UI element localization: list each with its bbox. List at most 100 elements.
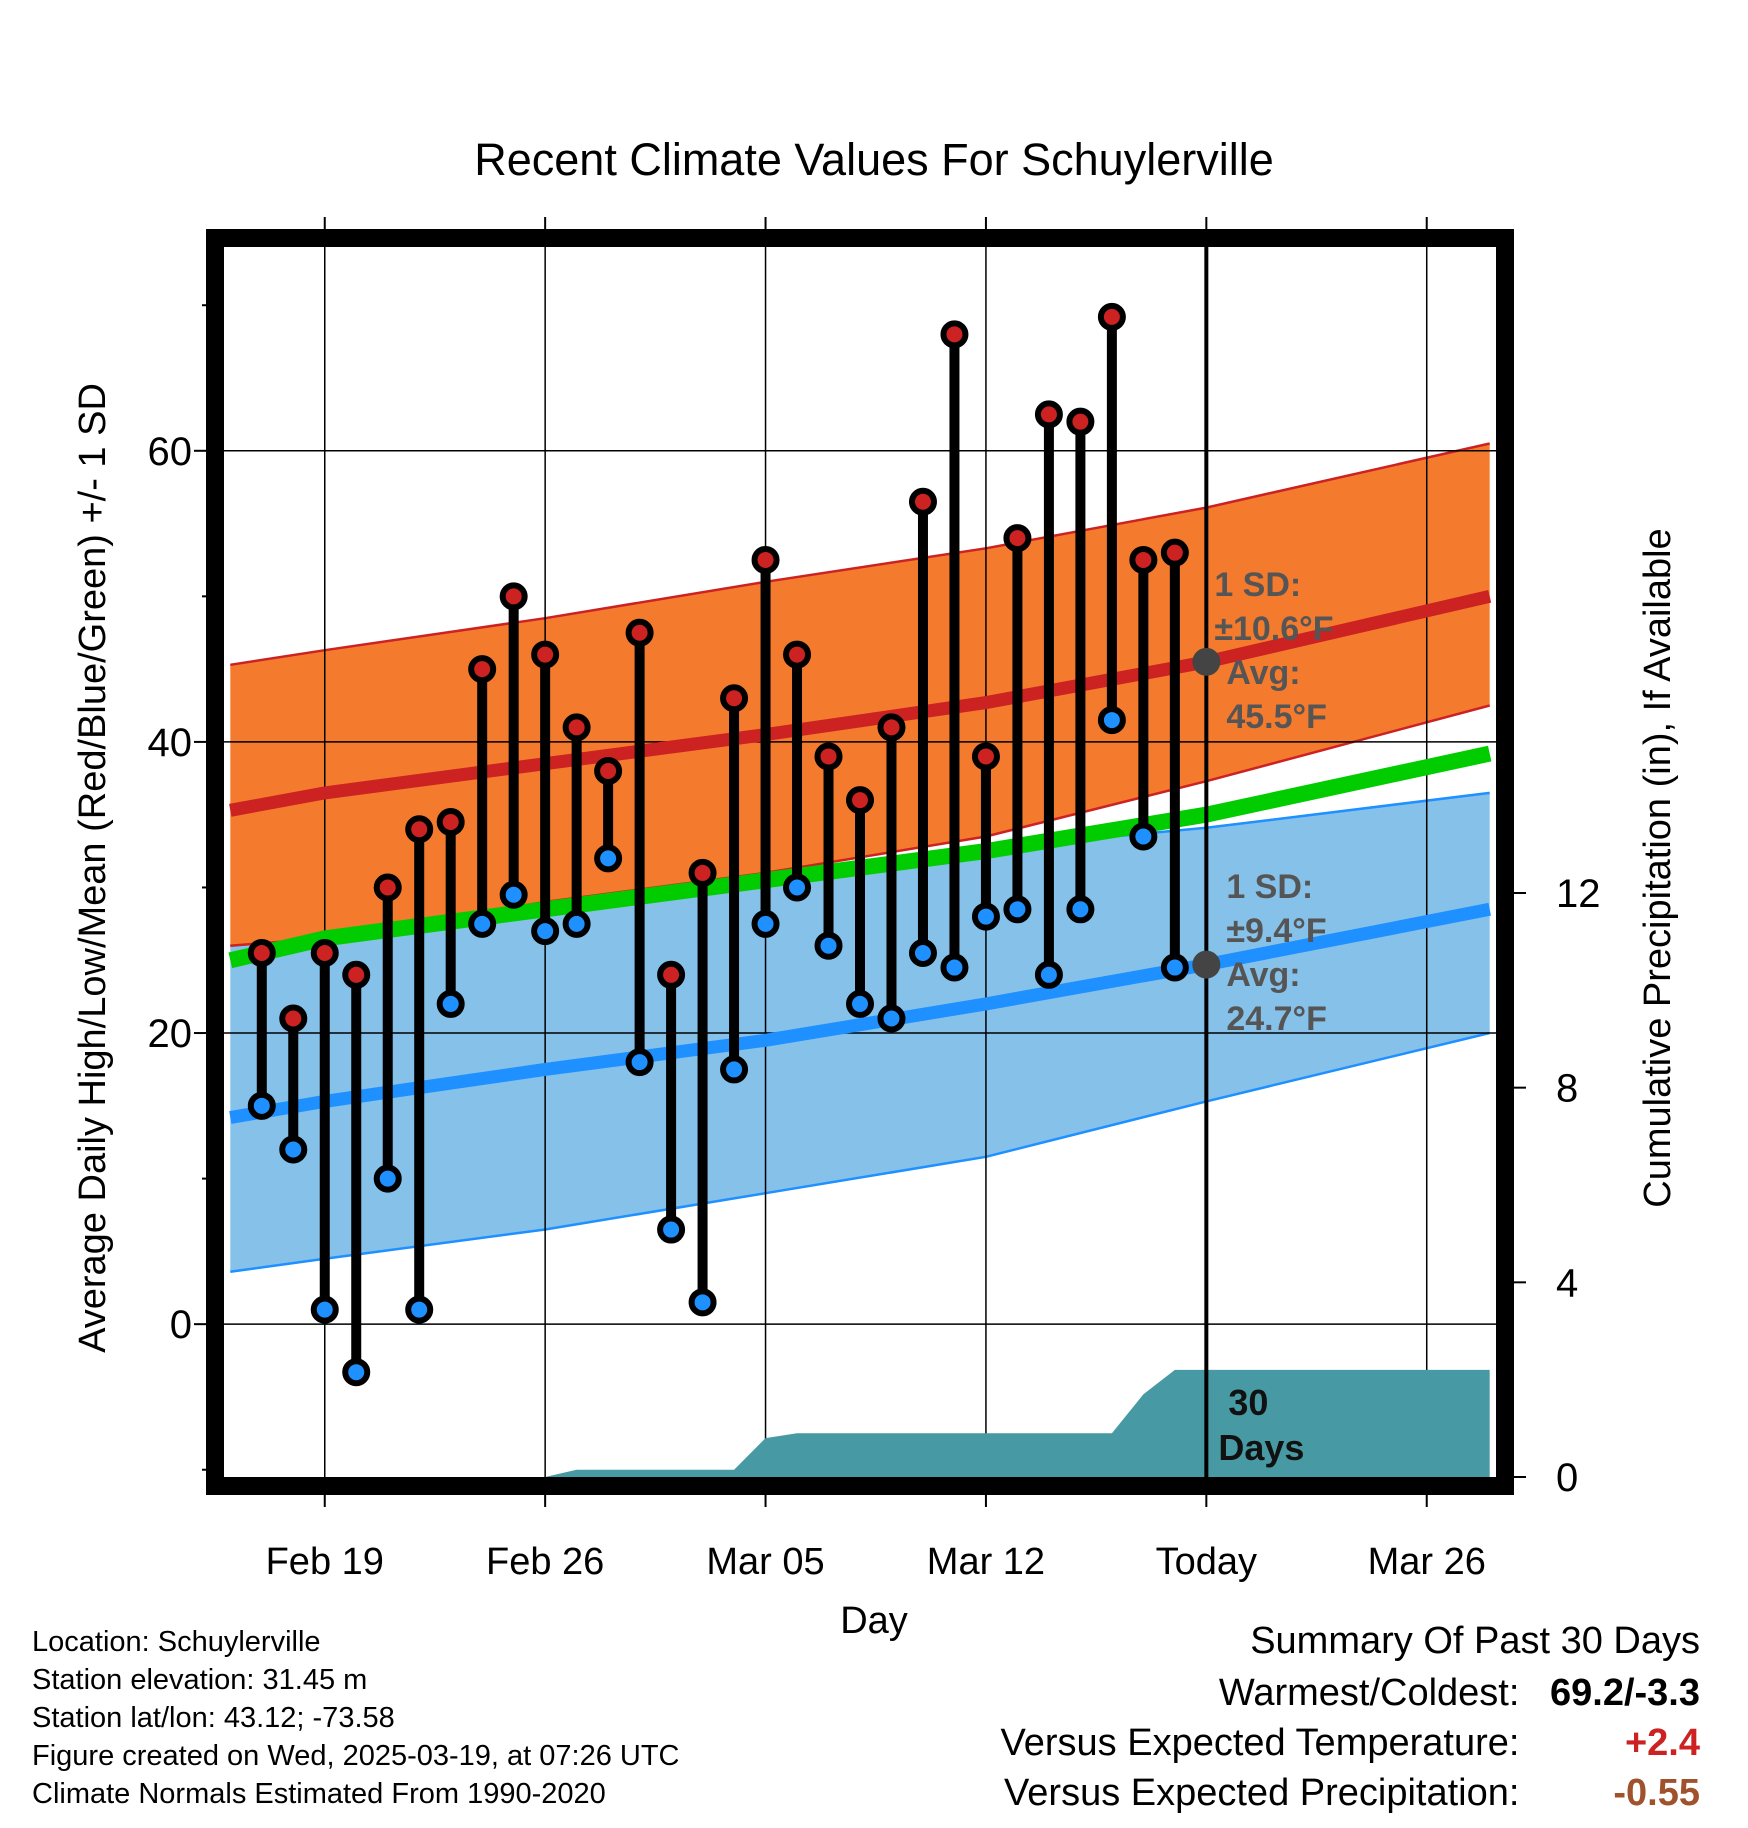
plot-area: 1 SD: ±10.6°F Avg: 45.5°F 1 SD: ±9.4°F Avg: 24.…	[148, 217, 1601, 1583]
daily-low-point	[342, 1358, 371, 1387]
station-info: Location: Schuylerville Station elevatio…	[32, 1623, 680, 1813]
precipitation-value: -0.55	[1613, 1772, 1700, 1814]
daily-low-point	[247, 1091, 276, 1120]
daily-high-point	[1066, 407, 1095, 436]
daily-high-point	[1003, 524, 1032, 553]
daily-high-point	[373, 873, 402, 902]
y2-tick-label: 12	[1556, 872, 1601, 916]
daily-high-point	[342, 960, 371, 989]
today-avg-high-marker	[1192, 647, 1221, 676]
daily-low-point	[499, 880, 528, 909]
daily-low-point	[1160, 953, 1189, 982]
y2-tick-label: 4	[1556, 1261, 1578, 1305]
daily-low-point	[562, 909, 591, 938]
daily-high-point	[940, 320, 969, 349]
daily-low-point	[468, 909, 497, 938]
daily-low-point	[1129, 822, 1158, 851]
y2-tick-label: 0	[1556, 1456, 1578, 1500]
daily-high-point	[499, 582, 528, 611]
daily-high-point	[814, 742, 843, 771]
low-sd-value: ±9.4°F	[1226, 912, 1326, 950]
daily-high-point	[1129, 545, 1158, 574]
high-sd-label: 1 SD:	[1214, 566, 1301, 604]
x-tick-label: Mar 26	[1368, 1541, 1486, 1583]
high-sd-value: ±10.6°F	[1214, 610, 1333, 648]
daily-low-point	[814, 931, 843, 960]
summary-temperature: Versus Expected Temperature: +2.4	[1001, 1722, 1700, 1765]
daily-low-point	[1034, 960, 1063, 989]
daily-high-point	[279, 1004, 308, 1033]
daily-high-point	[657, 960, 686, 989]
daily-low-point	[908, 938, 937, 967]
daily-low-point	[279, 1135, 308, 1164]
daily-high-point	[468, 655, 497, 684]
daily-high-point	[562, 713, 591, 742]
daily-low-point	[436, 989, 465, 1018]
today-avg-low-marker	[1192, 950, 1221, 979]
daily-high-point	[908, 487, 937, 516]
summary-title: Summary Of Past 30 Days	[1250, 1620, 1700, 1662]
summary-precipitation: Versus Expected Precipitation: -0.55	[1004, 1772, 1700, 1815]
y-axis-label: Average Daily High/Low/Mean (Red/Blue/Gr…	[72, 383, 114, 1353]
x-axis-label: Day	[840, 1600, 908, 1642]
x-tick-label: Feb 19	[266, 1541, 384, 1583]
low-avg-value: 24.7°F	[1226, 1000, 1327, 1038]
summary-warmest-coldest: Warmest/Coldest: 69.2/-3.3	[1219, 1672, 1700, 1715]
high-avg-value: 45.5°F	[1226, 698, 1327, 736]
chart-title: Recent Climate Values For Schuylerville	[474, 134, 1273, 185]
daily-low-point	[594, 844, 623, 873]
daily-high-point	[247, 938, 276, 967]
daily-low-point	[405, 1295, 434, 1324]
x-tick-label: Mar 12	[927, 1541, 1045, 1583]
x-tick-label: Today	[1156, 1541, 1257, 1583]
daily-low-point	[373, 1164, 402, 1193]
daily-high-point	[688, 858, 717, 887]
daily-low-point	[720, 1055, 749, 1084]
daily-high-point	[625, 618, 654, 647]
daily-low-point	[531, 917, 560, 946]
y2-tick-label: 8	[1556, 1067, 1578, 1111]
warmest-coldest-label: Warmest/Coldest:	[1218, 1672, 1520, 1714]
daily-low-point	[877, 1004, 906, 1033]
daily-low-point	[688, 1288, 717, 1317]
daily-high-point	[783, 640, 812, 669]
daily-low-point	[1097, 706, 1126, 735]
daily-low-point	[1066, 895, 1095, 924]
warmest-coldest-value: 69.2/-3.3	[1550, 1672, 1700, 1714]
daily-high-point	[405, 815, 434, 844]
created-text: Figure created on Wed, 2025-03-19, at 07…	[32, 1740, 680, 1772]
daily-high-point	[594, 757, 623, 786]
temperature-label: Versus Expected Temperature:	[1000, 1722, 1520, 1764]
daily-high-point	[846, 786, 874, 815]
temperature-value: +2.4	[1624, 1722, 1700, 1764]
daily-low-point	[940, 953, 969, 982]
high-avg-label: Avg:	[1226, 654, 1300, 692]
y-tick-label: 0	[170, 1303, 192, 1347]
precipitation-area	[230, 1369, 1490, 1477]
x-tick-label: Mar 05	[706, 1541, 824, 1583]
daily-high-point	[751, 545, 780, 574]
window-days-number: 30	[1228, 1382, 1268, 1423]
normals-text: Climate Normals Estimated From 1990-2020	[32, 1778, 606, 1810]
daily-low-point	[1003, 895, 1032, 924]
daily-high-point	[720, 684, 749, 713]
window-days-label: Days	[1218, 1427, 1304, 1468]
low-sd-label: 1 SD:	[1226, 868, 1313, 906]
plot-frame	[206, 229, 1514, 1495]
elevation-text: Station elevation: 31.45 m	[32, 1664, 368, 1696]
daily-low-point	[625, 1048, 654, 1077]
daily-low-point	[310, 1295, 339, 1324]
daily-low-point	[846, 989, 874, 1018]
y-tick-label: 60	[148, 430, 193, 474]
daily-high-point	[877, 713, 906, 742]
x-tick-label: Feb 26	[486, 1541, 604, 1583]
daily-high-point	[1097, 302, 1126, 331]
daily-high-point	[310, 938, 339, 967]
latlon-text: Station lat/lon: 43.12; -73.58	[32, 1702, 395, 1734]
daily-low-point	[971, 902, 1000, 931]
daily-high-point	[1160, 538, 1189, 567]
daily-high-point	[531, 640, 560, 669]
daily-high-point	[1034, 400, 1063, 429]
low-avg-label: Avg:	[1226, 956, 1300, 994]
